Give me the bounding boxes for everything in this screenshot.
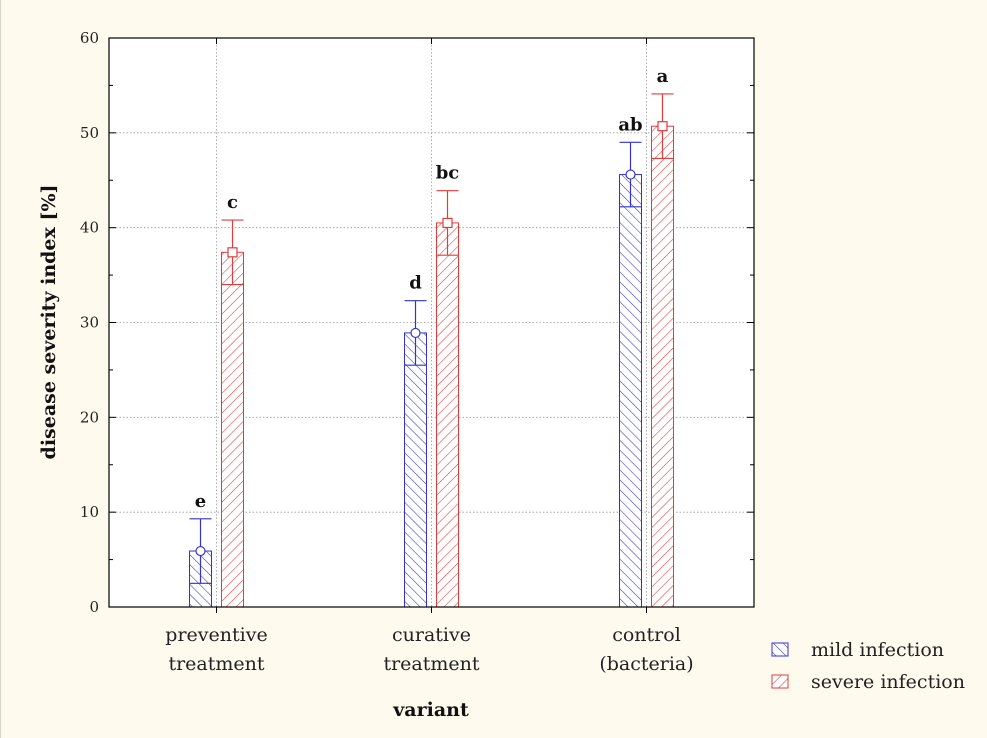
mean-marker (410, 327, 421, 339)
significance-letter: e (195, 491, 206, 512)
y-tick-label: 60 (80, 29, 99, 47)
bars (189, 93, 674, 608)
y-tick-label: 0 (89, 598, 99, 616)
mean-marker (227, 247, 238, 258)
y-tick-label: 10 (80, 503, 99, 521)
mean-marker (195, 545, 206, 557)
bar (404, 332, 427, 608)
x-category-label: (bacteria) (599, 653, 693, 675)
x-category-label: curative (392, 624, 471, 646)
x-category-label: treatment (168, 653, 264, 675)
significance-letter: bc (436, 163, 460, 184)
bar (436, 222, 459, 608)
tick-labels: 0 10 20 30 40 50 60 preventive treatment curative… (80, 29, 694, 675)
y-tick-label: 20 (80, 408, 99, 426)
mean-marker (657, 121, 668, 132)
significance-letter: ab (618, 114, 642, 135)
axes (108, 37, 755, 613)
x-category-label: control (612, 624, 681, 646)
x-category-label: treatment (383, 653, 479, 675)
significance-letter: d (409, 273, 422, 294)
bar (221, 251, 244, 608)
legend: mild infection severe infection (771, 639, 965, 693)
legend-label: severe infection (811, 671, 965, 693)
legend-label: mild infection (811, 639, 944, 661)
legend-swatch (771, 642, 789, 657)
x-category-label: preventive (165, 624, 267, 646)
y-axis-title: disease severity index [%] (38, 185, 60, 460)
mean-marker (625, 169, 636, 180)
x-axis-title: variant (392, 699, 469, 721)
plot-frame (108, 37, 755, 608)
y-tick-label: 40 (80, 219, 99, 237)
legend-swatch (771, 674, 789, 689)
bar (619, 174, 642, 608)
significance-letter: c (227, 192, 238, 213)
bar (651, 125, 674, 608)
grid (109, 38, 754, 607)
significance-letter: a (657, 66, 669, 87)
y-tick-label: 30 (80, 314, 99, 332)
mean-marker (442, 217, 453, 229)
y-tick-label: 50 (80, 124, 99, 142)
